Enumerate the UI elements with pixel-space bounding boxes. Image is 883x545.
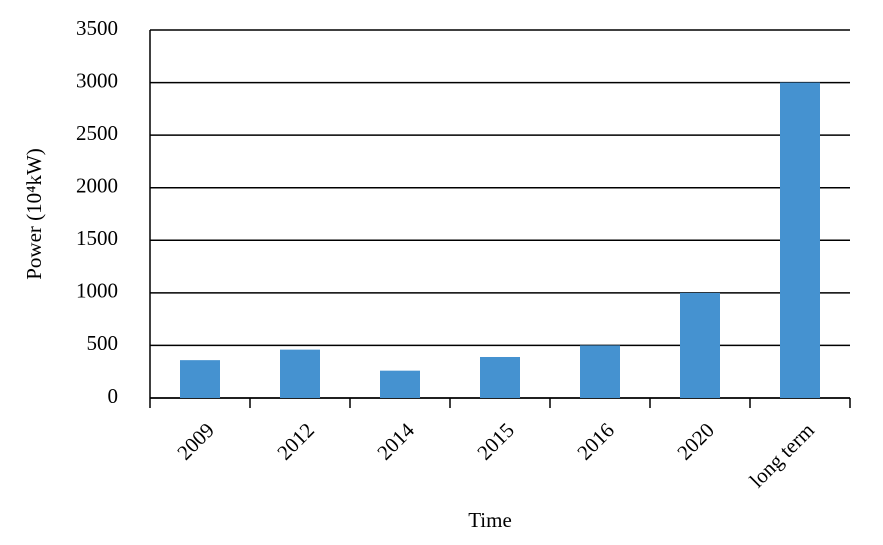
x-tick-label: 2015 (472, 418, 519, 465)
x-axis-label: Time (468, 508, 512, 532)
x-tick-label: 2020 (672, 418, 719, 465)
y-axis-label: Power (10⁴kW) (22, 148, 46, 280)
y-tick-label: 1500 (76, 226, 118, 250)
y-tick-label: 3000 (76, 68, 118, 92)
y-tick-label: 500 (87, 331, 119, 355)
x-tick-label: 2012 (272, 418, 319, 465)
x-tick-label: long term (745, 418, 819, 492)
y-tick-label: 2000 (76, 174, 118, 198)
bar (280, 349, 320, 398)
y-tick-label: 2500 (76, 121, 118, 145)
bar (480, 356, 520, 398)
y-tick-label: 1000 (76, 279, 118, 303)
bar (580, 345, 620, 398)
y-tick-label: 0 (108, 384, 119, 408)
x-tick-label: 2014 (372, 418, 419, 465)
y-tick-label: 3500 (76, 16, 118, 40)
bar (780, 82, 820, 399)
bar (380, 370, 420, 398)
bar (180, 360, 220, 398)
x-tick-label: 2016 (572, 418, 619, 465)
bar (680, 292, 720, 398)
x-tick-label: 2009 (172, 418, 219, 465)
